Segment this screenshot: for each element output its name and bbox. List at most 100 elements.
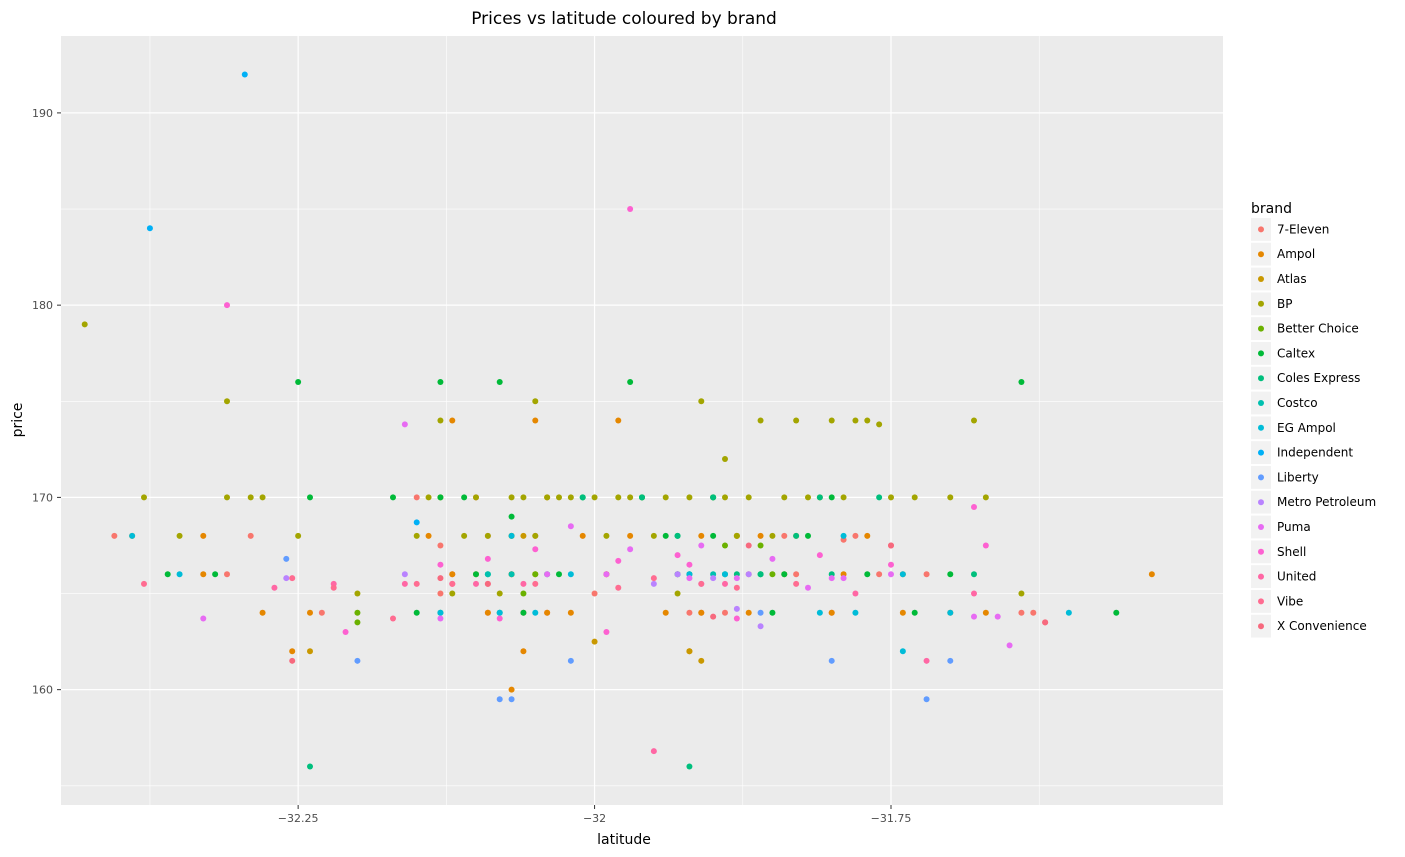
data-point — [496, 379, 503, 386]
data-point — [224, 571, 230, 578]
data-point — [437, 561, 444, 568]
y-tick-label: 180 — [32, 299, 53, 312]
data-point — [437, 417, 444, 424]
data-point — [888, 571, 894, 578]
data-point — [449, 580, 456, 587]
data-point — [971, 504, 977, 511]
legend-label: X Convenience — [1277, 619, 1367, 633]
data-point — [769, 571, 776, 578]
data-point — [307, 648, 313, 655]
data-point — [318, 609, 325, 616]
data-point — [241, 71, 248, 78]
data-point — [556, 494, 562, 501]
legend: brand 7-Eleven Ampol Atlas BP Better Choice C… — [1251, 201, 1376, 638]
series-group — [283, 555, 954, 703]
data-point — [508, 494, 515, 501]
data-point — [923, 696, 930, 703]
data-point — [591, 638, 598, 645]
data-point — [757, 571, 764, 578]
data-point — [769, 609, 776, 616]
data-point — [544, 609, 551, 616]
data-point — [342, 628, 349, 635]
data-point — [437, 590, 444, 597]
data-point — [686, 648, 693, 655]
data-point — [899, 648, 906, 655]
legend-key-marker — [1258, 598, 1264, 605]
data-point — [520, 648, 527, 655]
data-point — [710, 532, 717, 539]
data-point — [911, 494, 918, 501]
data-point — [686, 494, 693, 501]
data-point — [247, 532, 254, 539]
data-point — [615, 584, 622, 591]
data-point — [449, 571, 456, 578]
data-point — [698, 609, 705, 616]
data-point — [864, 417, 871, 424]
data-point — [1018, 590, 1025, 597]
data-point — [876, 421, 883, 428]
data-point — [461, 532, 468, 539]
data-point — [567, 494, 574, 501]
data-point — [722, 580, 728, 587]
data-point — [141, 580, 147, 587]
data-point — [567, 609, 574, 616]
minor-gridlines — [61, 36, 1223, 805]
data-point — [662, 494, 669, 501]
data-point — [994, 613, 1001, 620]
data-point — [1030, 609, 1037, 616]
series-group — [200, 421, 1013, 649]
legend-key-marker — [1258, 623, 1264, 630]
data-point — [733, 584, 740, 591]
data-point — [484, 555, 491, 562]
legend-key-marker — [1258, 474, 1264, 481]
data-point — [81, 321, 88, 328]
data-point — [1113, 609, 1120, 616]
data-point — [733, 605, 740, 612]
data-point — [982, 542, 989, 549]
data-point — [141, 494, 147, 501]
data-point — [698, 657, 705, 664]
legend-key-marker — [1258, 400, 1264, 406]
data-point — [745, 571, 752, 578]
data-point — [757, 542, 764, 549]
data-point — [757, 532, 764, 539]
data-point — [532, 546, 539, 553]
data-point — [650, 532, 657, 539]
data-point — [354, 590, 361, 597]
data-point — [710, 575, 717, 582]
data-point — [484, 580, 491, 587]
data-point — [650, 575, 657, 582]
data-point — [769, 532, 776, 539]
data-point — [888, 542, 894, 549]
chart-title: Prices vs latitude coloured by brand — [471, 9, 777, 29]
data-point — [473, 580, 479, 587]
data-point — [627, 546, 634, 553]
data-point — [947, 657, 954, 664]
data-point — [484, 532, 491, 539]
legend-label: Shell — [1277, 545, 1306, 559]
data-point — [722, 609, 728, 616]
panel-background — [61, 36, 1223, 805]
data-point — [176, 571, 183, 578]
legend-label: Costco — [1277, 396, 1318, 410]
data-point — [1065, 609, 1072, 616]
data-point — [176, 532, 183, 539]
data-point — [579, 532, 586, 539]
data-point — [793, 580, 800, 587]
data-point — [840, 575, 847, 582]
series-group — [129, 532, 1072, 655]
data-point — [769, 555, 776, 562]
data-point — [1018, 609, 1025, 616]
data-point — [437, 494, 444, 501]
data-point — [556, 571, 562, 578]
data-point — [603, 628, 610, 635]
data-point — [947, 571, 954, 578]
legend-label: Liberty — [1277, 470, 1319, 484]
data-point — [971, 590, 977, 597]
data-point — [289, 648, 296, 655]
legend-key-marker — [1258, 375, 1264, 382]
data-point — [828, 575, 835, 582]
legend-key-marker — [1258, 226, 1264, 233]
legend-key-marker — [1258, 548, 1264, 555]
